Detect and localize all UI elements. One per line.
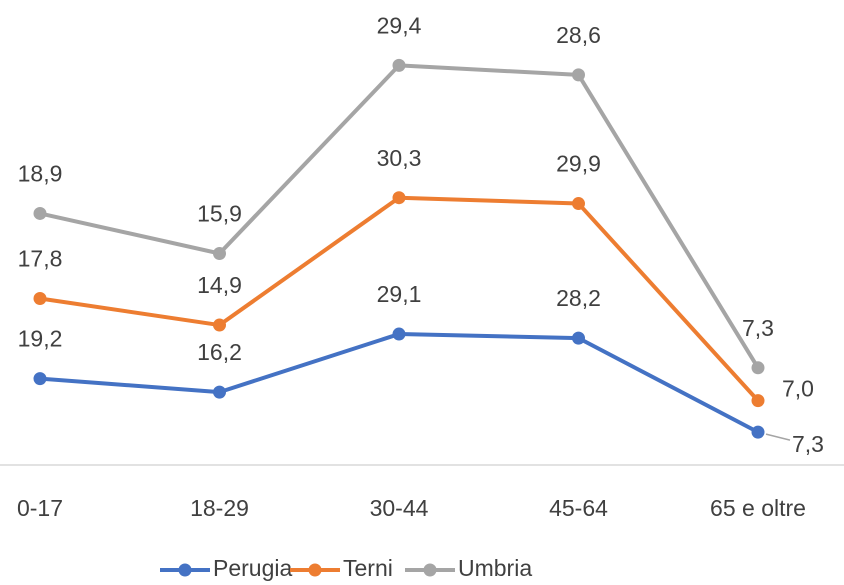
x-tick-label: 45-64 <box>549 495 608 521</box>
data-label: 29,9 <box>556 151 601 177</box>
data-label: 15,9 <box>197 201 242 227</box>
data-label: 18,9 <box>18 161 63 187</box>
x-tick-label: 30-44 <box>370 495 429 521</box>
legend-label: Terni <box>343 555 393 581</box>
data-point <box>751 425 765 439</box>
x-tick-label: 65 e oltre <box>710 495 806 521</box>
data-point <box>392 191 406 205</box>
data-point <box>392 327 406 341</box>
legend-marker <box>308 563 322 577</box>
x-tick-label: 0-17 <box>17 495 63 521</box>
data-label: 17,8 <box>18 246 63 272</box>
data-point <box>213 318 226 332</box>
data-label: 30,3 <box>377 145 422 171</box>
x-tick-label: 18-29 <box>190 495 249 521</box>
data-point <box>33 372 47 386</box>
data-point <box>751 361 765 375</box>
legend-label: Umbria <box>458 555 532 581</box>
data-label: 29,4 <box>377 12 422 38</box>
data-label: 7,3 <box>792 431 824 457</box>
data-label: 28,6 <box>556 22 601 48</box>
leader-line <box>765 433 791 441</box>
data-point <box>213 247 226 260</box>
data-label: 28,2 <box>556 285 601 311</box>
data-point <box>213 385 226 399</box>
data-point <box>572 68 585 82</box>
data-label: 19,2 <box>18 326 63 352</box>
series-line <box>39 63 760 369</box>
legend-marker <box>178 563 192 577</box>
data-point <box>572 197 585 211</box>
data-label: 7,3 <box>742 315 774 341</box>
series-line <box>39 332 759 434</box>
data-label: 16,2 <box>197 339 242 365</box>
data-label: 29,1 <box>377 281 422 307</box>
data-point <box>392 58 406 72</box>
data-point <box>33 206 47 220</box>
data-point <box>33 292 47 305</box>
data-label: 7,0 <box>782 376 814 402</box>
legend-label: Perugia <box>213 555 292 581</box>
data-point <box>572 331 585 345</box>
data-point <box>751 394 765 408</box>
legend-marker <box>423 563 437 577</box>
data-label: 14,9 <box>197 272 242 298</box>
